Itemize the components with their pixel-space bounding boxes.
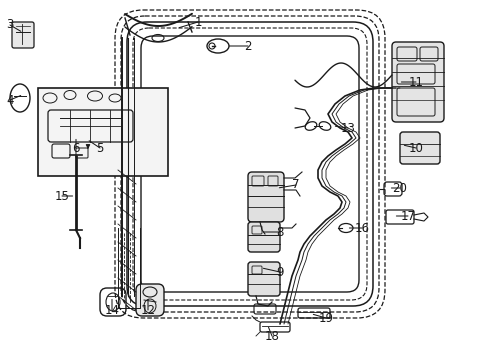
Text: 7: 7	[292, 179, 299, 192]
Text: 20: 20	[392, 181, 407, 194]
Text: 9: 9	[276, 266, 283, 279]
Text: 11: 11	[407, 76, 423, 89]
Text: 3: 3	[6, 18, 14, 31]
FancyBboxPatch shape	[247, 172, 284, 222]
Text: 2: 2	[244, 40, 251, 53]
Text: 19: 19	[318, 311, 333, 324]
Text: 13: 13	[340, 122, 355, 135]
FancyBboxPatch shape	[38, 88, 168, 176]
Text: 12: 12	[140, 303, 155, 316]
Text: 16: 16	[354, 221, 369, 234]
Text: 8: 8	[276, 225, 283, 238]
FancyBboxPatch shape	[12, 22, 34, 48]
Text: 4: 4	[6, 94, 14, 107]
Text: 18: 18	[264, 329, 279, 342]
Text: 15: 15	[55, 189, 69, 202]
Text: 14: 14	[104, 303, 119, 316]
Text: 6: 6	[72, 141, 80, 154]
FancyBboxPatch shape	[399, 132, 439, 164]
FancyBboxPatch shape	[247, 262, 280, 296]
Text: 5: 5	[96, 141, 103, 154]
Text: 10: 10	[408, 141, 423, 154]
FancyBboxPatch shape	[136, 284, 163, 316]
Text: 17: 17	[400, 210, 415, 222]
FancyBboxPatch shape	[247, 222, 280, 252]
Text: 1: 1	[194, 15, 202, 28]
FancyBboxPatch shape	[391, 42, 443, 122]
